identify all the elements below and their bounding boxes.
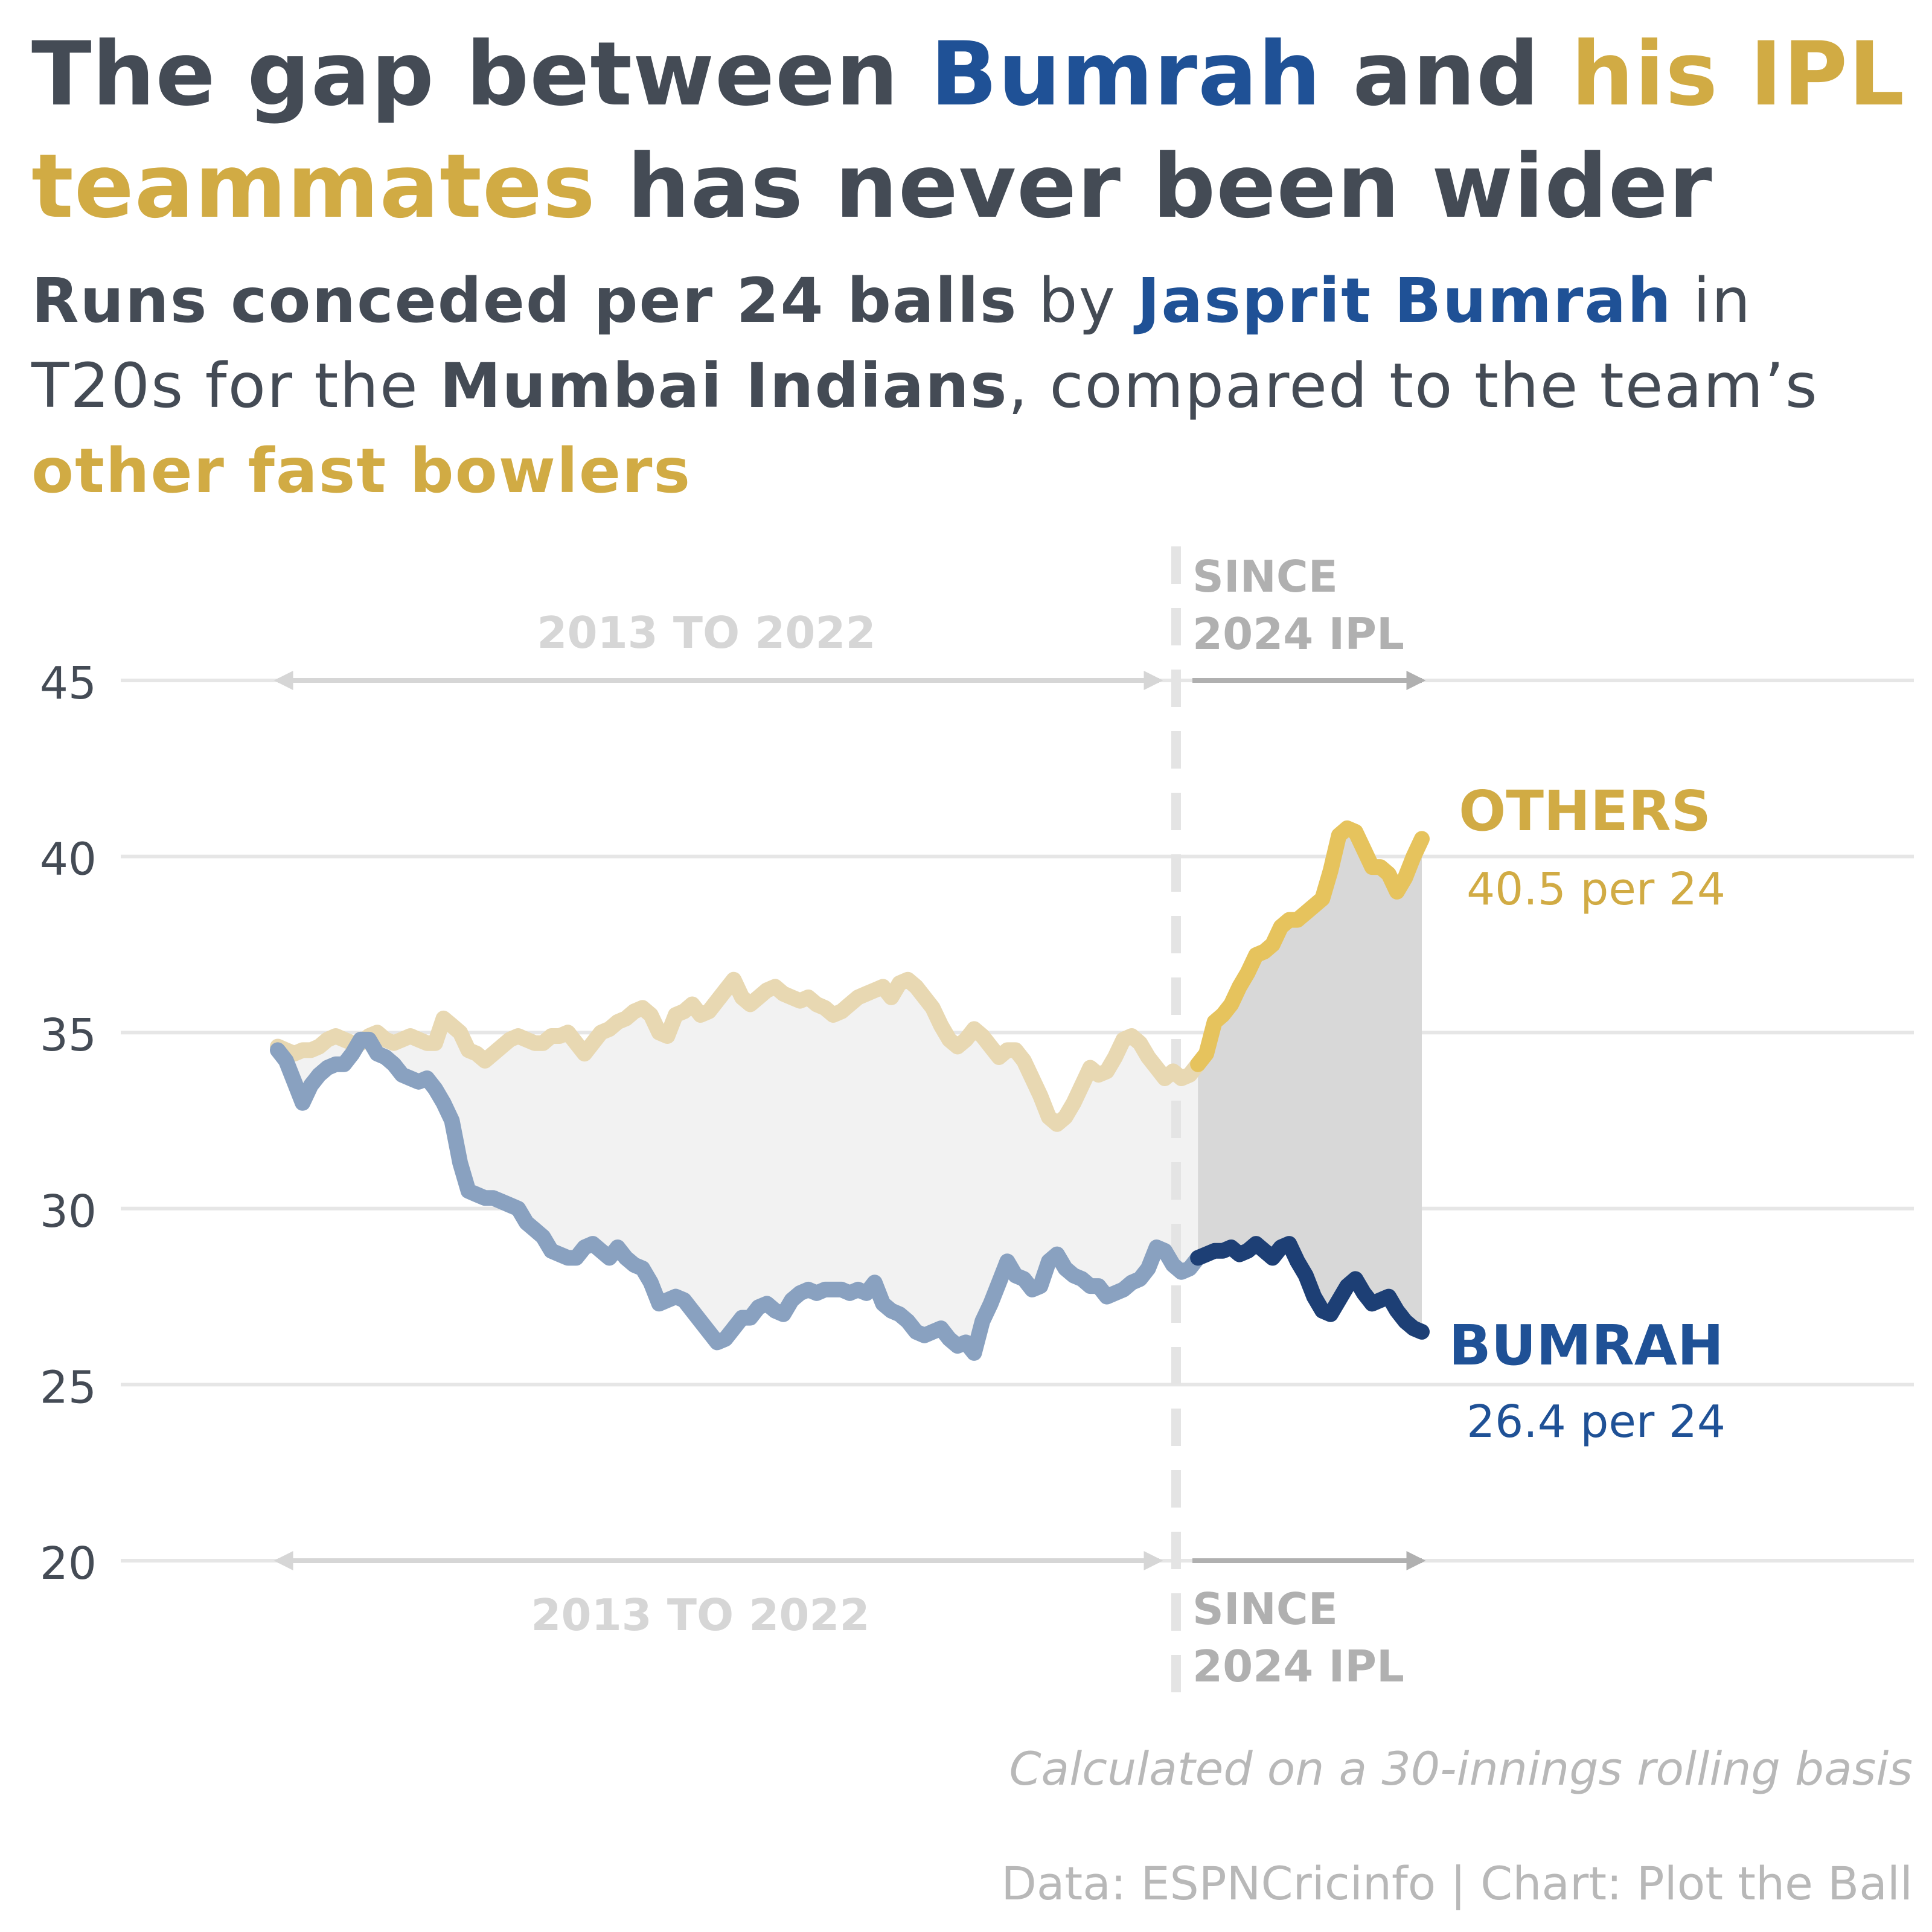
subtitle-by: by [1017,265,1137,337]
chart-subtitle: Runs conceded per 24 balls by Jasprit Bu… [31,258,1909,514]
subtitle-line2a: in T20s for the [31,265,1752,422]
bumrah-end-value: 26.4 per 24 [1467,1396,1726,1448]
period-label-2013-2022-bottom: 2013 TO 2022 [531,1590,869,1640]
others-end-value: 40.5 per 24 [1467,863,1726,915]
source-credit: Data: ESPNCricinfo | Chart: Plot the Bal… [1001,1857,1913,1910]
subtitle-team: Mumbai Indians [440,350,1008,422]
series-lines [270,820,1430,1361]
period-label-2013-2022-top: 2013 TO 2022 [537,607,875,658]
gap-area-since-2024 [1198,828,1422,1332]
y-tick-label-30: 30 [40,1186,97,1238]
bumrah-line-since-2024 [1190,1236,1430,1340]
bumrah-line-2013-2022 [270,1031,1206,1361]
period-label-since-top: SINCE [1192,551,1338,602]
y-tick-label-40: 40 [40,834,97,886]
y-tick-label-45: 45 [40,657,97,709]
title-part-1: The gap between [31,23,930,126]
end-labels: OTHERS 40.5 per 24 BUMRAH 26.4 per 24 [1449,779,1726,1448]
y-tick-label-20: 20 [40,1538,97,1590]
y-axis: 20 25 30 35 40 45 [40,657,97,1590]
subtitle-player: Jasprit Bumrah [1137,265,1672,337]
bumrah-end-label: BUMRAH [1449,1313,1724,1378]
basis-note: Calculated on a 30-innings rolling basis [1009,1742,1913,1796]
subtitle-lead: Runs conceded per 24 balls [31,265,1018,337]
y-tick-label-25: 25 [40,1361,97,1413]
period-label-since-bottom: SINCE [1192,1584,1338,1634]
title-part-2: and [1321,23,1572,126]
period-label-2024-ipl-top: 2024 IPL [1192,609,1404,659]
gap-areas [278,828,1422,1353]
gap-area-2013-2022 [278,979,1198,1353]
y-tick-label-35: 35 [40,1009,97,1061]
others-line-since-2024 [1190,820,1430,1072]
period-annotations: 2013 TO 2022 2013 TO 2022 SINCE 2024 IPL SIN… [273,551,1426,1692]
others-line-2013-2022 [270,971,1206,1132]
others-end-label: OTHERS [1459,779,1711,843]
subtitle-line2b: , compared to the team’s [1008,350,1818,422]
chart-title: The gap between Bumrah and his IPL teamm… [31,18,1909,243]
title-bumrah: Bumrah [930,23,1322,126]
subtitle-others: other fast bowlers [31,435,692,507]
title-part-3: has never been wider [595,135,1713,238]
period-label-2024-ipl-bottom: 2024 IPL [1192,1641,1404,1692]
title-teammates: his IPL teammates [31,23,1905,238]
